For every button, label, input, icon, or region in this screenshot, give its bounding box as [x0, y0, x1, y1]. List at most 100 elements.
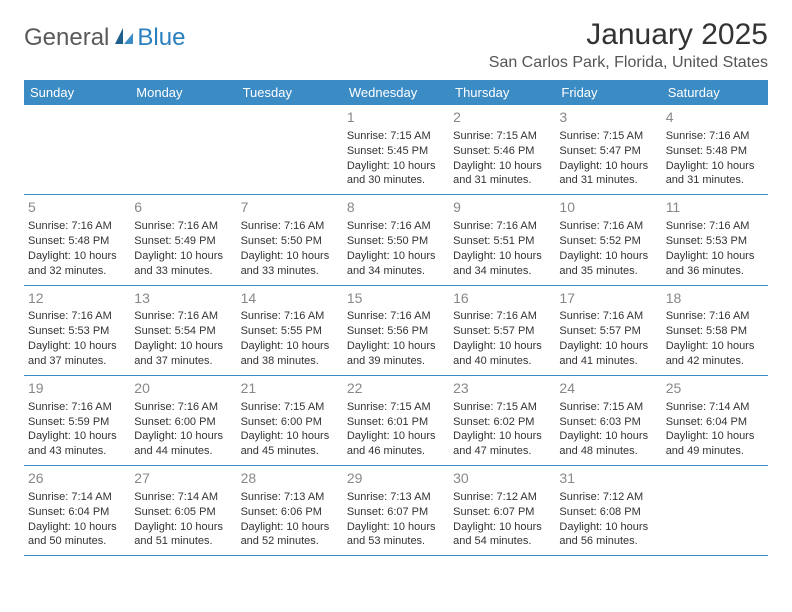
daylight-line: Daylight: 10 hours and 34 minutes.	[453, 249, 551, 279]
day-cell	[662, 466, 768, 555]
daylight-line: Daylight: 10 hours and 49 minutes.	[666, 429, 764, 459]
daylight-line: Daylight: 10 hours and 54 minutes.	[453, 520, 551, 550]
logo: General Blue	[24, 24, 185, 52]
daylight-line: Daylight: 10 hours and 52 minutes.	[241, 520, 339, 550]
sunrise-line: Sunrise: 7:14 AM	[666, 400, 764, 415]
day-number: 7	[241, 198, 339, 217]
sunset-line: Sunset: 6:08 PM	[559, 505, 657, 520]
week-row: 19 Sunrise: 7:16 AM Sunset: 5:59 PM Dayligh…	[24, 376, 768, 466]
week-row: 5Sunrise: 7:16 AMSunset: 5:48 PMDaylight…	[24, 195, 768, 285]
day-cell: 9Sunrise: 7:16 AMSunset: 5:51 PMDaylight…	[449, 195, 555, 284]
sunrise-line: Sunrise: 7:16 AM	[241, 219, 339, 234]
day-header: Thursday	[449, 80, 555, 105]
day-number: 21	[241, 379, 339, 398]
sunset-line: Sunset: 6:05 PM	[134, 505, 232, 520]
daylight-line: Daylight: 10 hours and 36 minutes.	[666, 249, 764, 279]
sunrise-line: Sunrise: 7:16 AM	[559, 309, 657, 324]
day-cell: 22Sunrise: 7:15 AMSunset: 6:01 PMDayligh…	[343, 376, 449, 465]
header: General Blue January 2025 San Carlos Par…	[24, 18, 768, 72]
sunrise-line: Sunrise: 7:12 AM	[453, 490, 551, 505]
daylight-line: Daylight: 10 hours and 30 minutes.	[347, 159, 445, 189]
day-cell	[130, 105, 236, 194]
sunrise-line: Sunrise: 7:15 AM	[241, 400, 339, 415]
day-cell: 1Sunrise: 7:15 AMSunset: 5:45 PMDaylight…	[343, 105, 449, 194]
day-cell: 18Sunrise: 7:16 AMSunset: 5:58 PMDayligh…	[662, 286, 768, 375]
sunrise-line: Sunrise: 7:16 AM	[28, 219, 126, 234]
daylight-line: Daylight: 10 hours and 50 minutes.	[28, 520, 126, 550]
day-number: 12	[28, 289, 126, 308]
day-number: 19	[28, 379, 126, 398]
day-cell: 12Sunrise: 7:16 AMSunset: 5:53 PMDayligh…	[24, 286, 130, 375]
daylight-line: Daylight: 10 hours and 33 minutes.	[134, 249, 232, 279]
day-cell: 29Sunrise: 7:13 AMSunset: 6:07 PMDayligh…	[343, 466, 449, 555]
daylight-line: Daylight: 10 hours and 40 minutes.	[453, 339, 551, 369]
sunrise-line: Sunrise: 7:16 AM	[666, 219, 764, 234]
sunset-line: Sunset: 6:07 PM	[347, 505, 445, 520]
daylight-line: Daylight: 10 hours and 47 minutes.	[453, 429, 551, 459]
sunset-line: Sunset: 5:53 PM	[28, 324, 126, 339]
sunset-line: Sunset: 5:47 PM	[559, 144, 657, 159]
sunset-line: Sunset: 6:04 PM	[666, 415, 764, 430]
day-number: 18	[666, 289, 764, 308]
day-header: Tuesday	[237, 80, 343, 105]
sunrise-line: Sunrise: 7:15 AM	[559, 400, 657, 415]
day-number: 27	[134, 469, 232, 488]
sunset-line: Sunset: 5:59 PM	[28, 415, 126, 430]
sunrise-line: Sunrise: 7:16 AM	[28, 309, 126, 324]
day-cell: 20Sunrise: 7:16 AMSunset: 6:00 PMDayligh…	[130, 376, 236, 465]
day-cell: 24 Sunrise: 7:15 AMSunset: 6:03 PMDayligh…	[555, 376, 661, 465]
sunrise-line: Sunrise: 7:16 AM	[134, 400, 232, 415]
sunrise-line: Sunrise: 7:15 AM	[347, 129, 445, 144]
sunset-line: Sunset: 6:04 PM	[28, 505, 126, 520]
day-number: 1	[347, 108, 445, 127]
day-cell	[237, 105, 343, 194]
week-row: 12Sunrise: 7:16 AMSunset: 5:53 PMDayligh…	[24, 286, 768, 376]
day-number: 2	[453, 108, 551, 127]
sunset-line: Sunset: 5:52 PM	[559, 234, 657, 249]
sunrise-line: Sunrise: 7:16 AM	[347, 309, 445, 324]
day-cell: 4Sunrise: 7:16 AMSunset: 5:48 PMDaylight…	[662, 105, 768, 194]
day-number: 29	[347, 469, 445, 488]
daylight-line: Daylight: 10 hours and 35 minutes.	[559, 249, 657, 279]
daylight-line: Daylight: 10 hours and 31 minutes.	[453, 159, 551, 189]
daylight-line: Daylight: 10 hours and 31 minutes.	[559, 159, 657, 189]
day-number: 25	[666, 379, 764, 398]
day-number: 3	[559, 108, 657, 127]
day-number: 11	[666, 198, 764, 217]
sunrise-line: Sunrise: 7:15 AM	[347, 400, 445, 415]
sunset-line: Sunset: 5:57 PM	[453, 324, 551, 339]
daylight-line: Daylight: 10 hours and 53 minutes.	[347, 520, 445, 550]
daylight-line: Daylight: 10 hours and 39 minutes.	[347, 339, 445, 369]
sunrise-line: Sunrise: 7:12 AM	[559, 490, 657, 505]
daylight-line: Daylight: 10 hours and 37 minutes.	[134, 339, 232, 369]
day-cell	[24, 105, 130, 194]
daylight-line: Daylight: 10 hours and 48 minutes.	[559, 429, 657, 459]
day-number: 20	[134, 379, 232, 398]
day-cell: 10Sunrise: 7:16 AMSunset: 5:52 PMDayligh…	[555, 195, 661, 284]
sunset-line: Sunset: 5:50 PM	[241, 234, 339, 249]
sunrise-line: Sunrise: 7:16 AM	[559, 219, 657, 234]
sunrise-line: Sunrise: 7:16 AM	[453, 219, 551, 234]
sunset-line: Sunset: 5:48 PM	[666, 144, 764, 159]
day-cell: 11Sunrise: 7:16 AMSunset: 5:53 PMDayligh…	[662, 195, 768, 284]
day-number: 17	[559, 289, 657, 308]
daylight-line: Daylight: 10 hours and 41 minutes.	[559, 339, 657, 369]
day-cell: 3Sunrise: 7:15 AMSunset: 5:47 PMDaylight…	[555, 105, 661, 194]
logo-text-general: General	[24, 24, 109, 52]
week-row: 26Sunrise: 7:14 AMSunset: 6:04 PMDayligh…	[24, 466, 768, 556]
day-header: Saturday	[662, 80, 768, 105]
day-cell: 6Sunrise: 7:16 AMSunset: 5:49 PMDaylight…	[130, 195, 236, 284]
daylight-line: Daylight: 10 hours and 31 minutes.	[666, 159, 764, 189]
day-header: Monday	[130, 80, 236, 105]
sunrise-line: Sunrise: 7:16 AM	[666, 129, 764, 144]
sunrise-line: Sunrise: 7:14 AM	[28, 490, 126, 505]
sunrise-line: Sunrise: 7:16 AM	[134, 309, 232, 324]
sunset-line: Sunset: 6:03 PM	[559, 415, 657, 430]
day-cell: 30Sunrise: 7:12 AMSunset: 6:07 PMDayligh…	[449, 466, 555, 555]
day-cell: 26Sunrise: 7:14 AMSunset: 6:04 PMDayligh…	[24, 466, 130, 555]
day-cell: 28Sunrise: 7:13 AMSunset: 6:06 PMDayligh…	[237, 466, 343, 555]
day-cell: 31Sunrise: 7:12 AMSunset: 6:08 PMDayligh…	[555, 466, 661, 555]
day-number: 24	[559, 379, 657, 398]
daylight-line: Daylight: 10 hours and 56 minutes.	[559, 520, 657, 550]
sunrise-line: Sunrise: 7:16 AM	[453, 309, 551, 324]
